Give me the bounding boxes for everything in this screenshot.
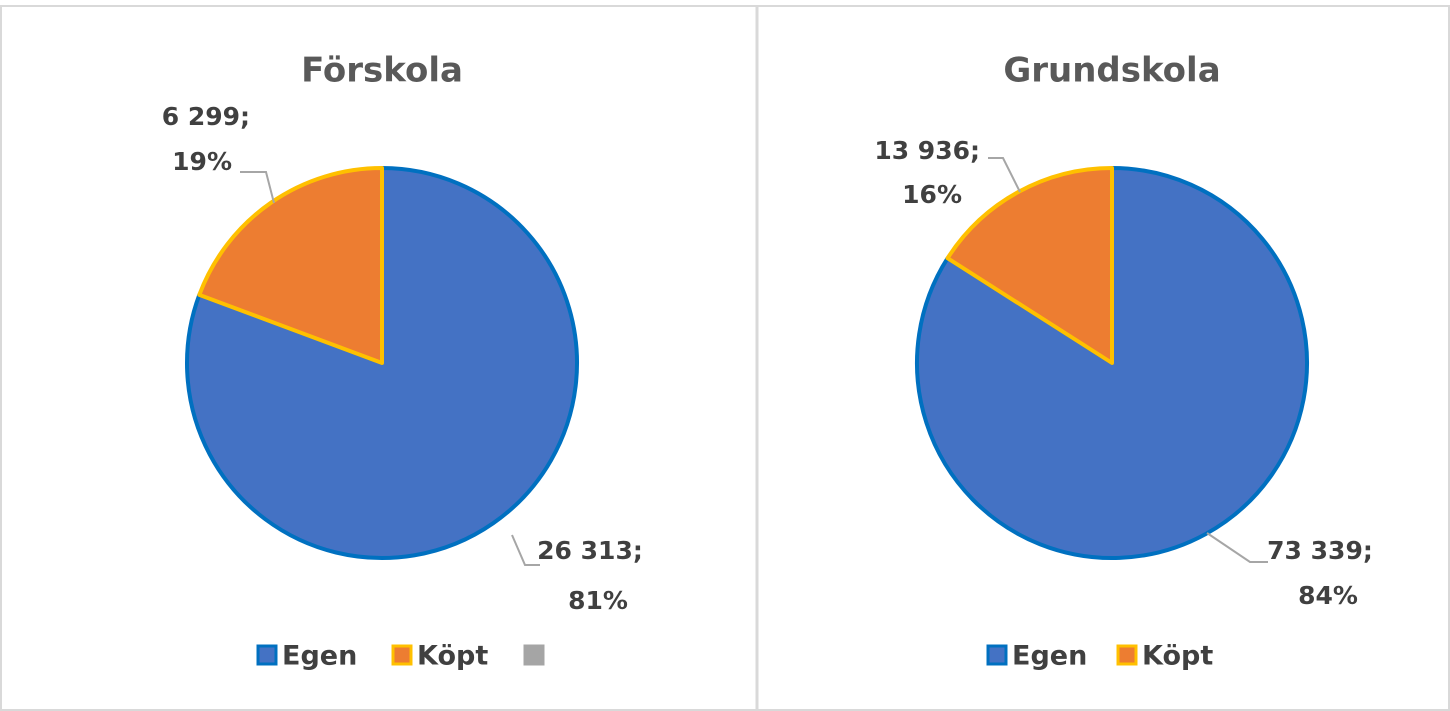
- legend-label: Egen: [282, 641, 357, 672]
- legend-label: Egen: [1012, 641, 1087, 672]
- data-label: 13 936;: [874, 136, 980, 165]
- pie-slice: [197, 166, 384, 365]
- data-label: 81%: [568, 586, 628, 615]
- frame: [0, 5, 1450, 711]
- legend-swatch: [1116, 644, 1138, 666]
- legend-swatch: [523, 644, 545, 666]
- data-label: 16%: [902, 180, 962, 209]
- legend-label: Köpt: [1142, 641, 1213, 672]
- leader-line: [1206, 532, 1268, 563]
- leader-line: [511, 534, 540, 566]
- legend-swatch: [256, 644, 278, 666]
- data-label: 73 339;: [1267, 536, 1373, 565]
- pie-slice: [185, 166, 579, 560]
- data-label: 19%: [172, 147, 232, 176]
- data-label: 26 313;: [537, 536, 643, 565]
- legend-swatch: [986, 644, 1008, 666]
- data-label: 6 299;: [162, 102, 250, 131]
- legend-label: Köpt: [417, 641, 488, 672]
- chart-title: Grundskola: [1003, 51, 1220, 91]
- legend-swatch: [391, 644, 413, 666]
- pie-slice: [945, 166, 1114, 365]
- leader-line: [988, 157, 1021, 193]
- chart-title: Förskola: [301, 51, 463, 91]
- data-label: 84%: [1298, 581, 1358, 610]
- leader-line: [240, 171, 275, 204]
